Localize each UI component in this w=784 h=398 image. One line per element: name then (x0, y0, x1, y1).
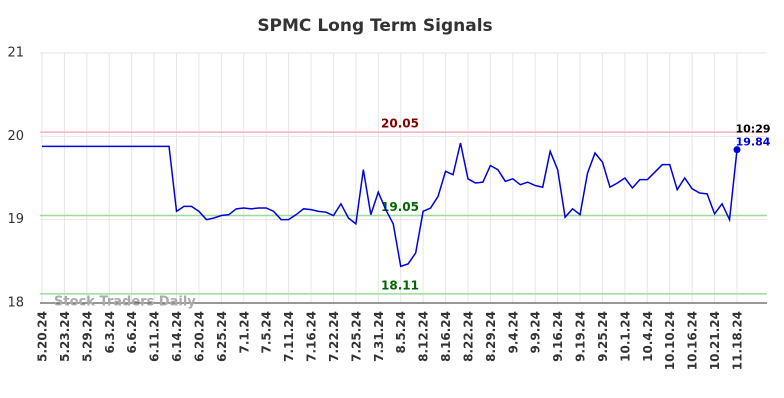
x-tick-label: 11.18.24 (731, 311, 745, 370)
x-tick-label: 8.16.24 (439, 311, 453, 362)
x-tick-label: 6.25.24 (215, 311, 229, 362)
x-tick-label: 6.20.24 (192, 311, 206, 362)
x-tick-label: 5.23.24 (58, 311, 72, 362)
x-tick-label: 9.25.24 (596, 311, 610, 362)
x-tick-label: 7.25.24 (349, 311, 363, 362)
x-tick-label: 6.6.24 (125, 311, 139, 354)
last-time: 10:29 (735, 123, 770, 136)
last-value: 19.84 (736, 136, 771, 149)
signal-label: 20.05 (381, 117, 419, 131)
x-tick-label: 10.4.24 (641, 311, 655, 362)
x-tick-label: 6.11.24 (148, 311, 162, 362)
x-tick-label: 7.1.24 (237, 311, 251, 354)
y-tick-label: 21 (7, 46, 24, 61)
x-tick-label: 9.4.24 (506, 311, 520, 354)
x-tick-label: 5.29.24 (80, 311, 94, 362)
watermark: Stock Traders Daily (54, 295, 196, 310)
x-tick-label: 8.29.24 (484, 311, 498, 362)
signal-label: 18.11 (381, 278, 419, 292)
x-tick-label: 10.21.24 (708, 311, 722, 370)
x-tick-label: 10.10.24 (663, 311, 677, 370)
x-tick-label: 8.5.24 (394, 311, 408, 354)
signal-label: 19.05 (381, 200, 419, 214)
chart-title: SPMC Long Term Signals (257, 16, 492, 36)
x-tick-label: 8.12.24 (417, 311, 431, 362)
x-tick-label: 5.20.24 (36, 311, 50, 362)
x-tick-label: 10.16.24 (686, 311, 700, 370)
y-tick-label: 19 (7, 212, 24, 227)
x-tick-label: 6.3.24 (103, 311, 117, 354)
x-tick-label: 7.22.24 (327, 311, 341, 362)
x-tick-label: 10.1.24 (618, 311, 632, 362)
x-tick-label: 7.11.24 (282, 311, 296, 362)
x-tick-label: 7.5.24 (260, 311, 274, 354)
y-tick-label: 18 (7, 296, 24, 311)
x-tick-label: 7.31.24 (372, 311, 386, 362)
x-tick-label: 9.9.24 (529, 311, 543, 354)
price-line (42, 142, 738, 268)
x-tick-label: 7.16.24 (305, 311, 319, 362)
y-tick-label: 20 (7, 129, 24, 144)
x-tick-label: 9.19.24 (574, 311, 588, 362)
x-tick-label: 8.22.24 (461, 311, 475, 362)
x-tick-label: 9.16.24 (551, 311, 565, 362)
last-point (733, 146, 741, 154)
x-tick-label: 6.14.24 (170, 311, 184, 362)
